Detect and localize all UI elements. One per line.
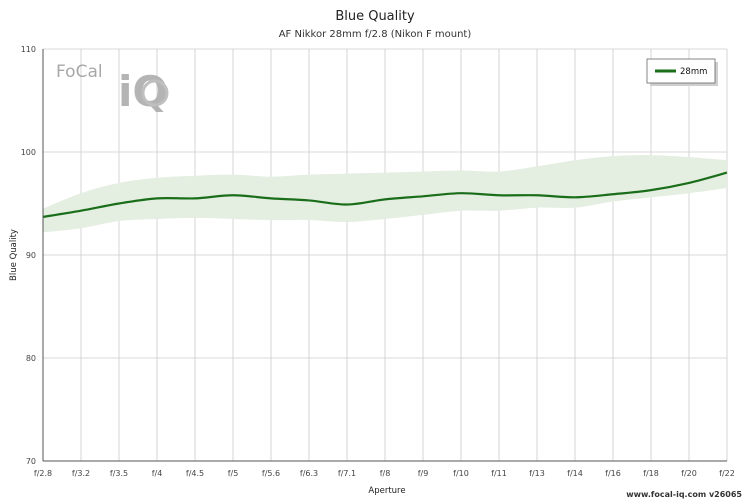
x-tick-label: f/4 <box>152 469 163 478</box>
y-tick-label: 90 <box>26 251 36 260</box>
x-tick-label: f/11 <box>491 469 507 478</box>
x-tick-label: f/7.1 <box>338 469 356 478</box>
x-axis-label: Aperture <box>368 486 405 496</box>
x-tick-label: f/13 <box>529 469 545 478</box>
x-tick-label: f/5 <box>228 469 239 478</box>
credit-text: www.focal-iq.com v26065 <box>626 490 742 499</box>
x-tick-label: f/6.3 <box>300 469 318 478</box>
y-tick-label: 70 <box>26 457 36 466</box>
y-tick-labels: 70 80 90 100 110 <box>21 45 36 466</box>
legend-box <box>646 58 716 84</box>
x-tick-label: f/5.6 <box>262 469 280 478</box>
series-band-28mm <box>43 155 727 233</box>
confidence-band <box>43 155 727 233</box>
legend: 28mm <box>646 58 718 86</box>
y-tick-label: 100 <box>21 148 36 157</box>
x-tick-label: f/16 <box>605 469 621 478</box>
y-tick-label: 80 <box>26 354 36 363</box>
y-tick-label: 110 <box>21 45 36 54</box>
logo-focal-text: FoCal <box>56 62 103 82</box>
series-lines <box>42 171 728 218</box>
x-tick-label: f/8 <box>380 469 391 478</box>
x-tick-labels: f/2.8 f/3.2 f/3.5 f/4 f/4.5 f/5 f/5.6 f/6.3 f/7.… <box>34 469 735 478</box>
x-tick-label: f/3.2 <box>72 469 90 478</box>
axes <box>42 49 727 462</box>
x-tick-label: f/9 <box>418 469 429 478</box>
chart-subtitle: AF Nikkor 28mm f/2.8 (Nikon F mount) <box>279 29 472 40</box>
magnifier-icon <box>141 79 169 107</box>
x-tick-label: f/3.5 <box>110 469 128 478</box>
x-tick-label: f/4.5 <box>186 469 204 478</box>
legend-label-28mm: 28mm <box>680 67 707 77</box>
grid-lines <box>42 48 728 462</box>
x-tick-label: f/22 <box>719 469 735 478</box>
chart-title: Blue Quality <box>335 9 415 24</box>
x-tick-label: f/10 <box>453 469 469 478</box>
x-tick-label: f/14 <box>567 469 583 478</box>
x-tick-label: f/18 <box>643 469 659 478</box>
series-line-28mm <box>42 171 728 218</box>
x-tick-label: f/20 <box>681 469 697 478</box>
x-tick-label: f/2.8 <box>34 469 52 478</box>
focal-iq-logo: FoCal iQ <box>56 62 169 116</box>
y-axis-label: Blue Quality <box>9 229 19 281</box>
